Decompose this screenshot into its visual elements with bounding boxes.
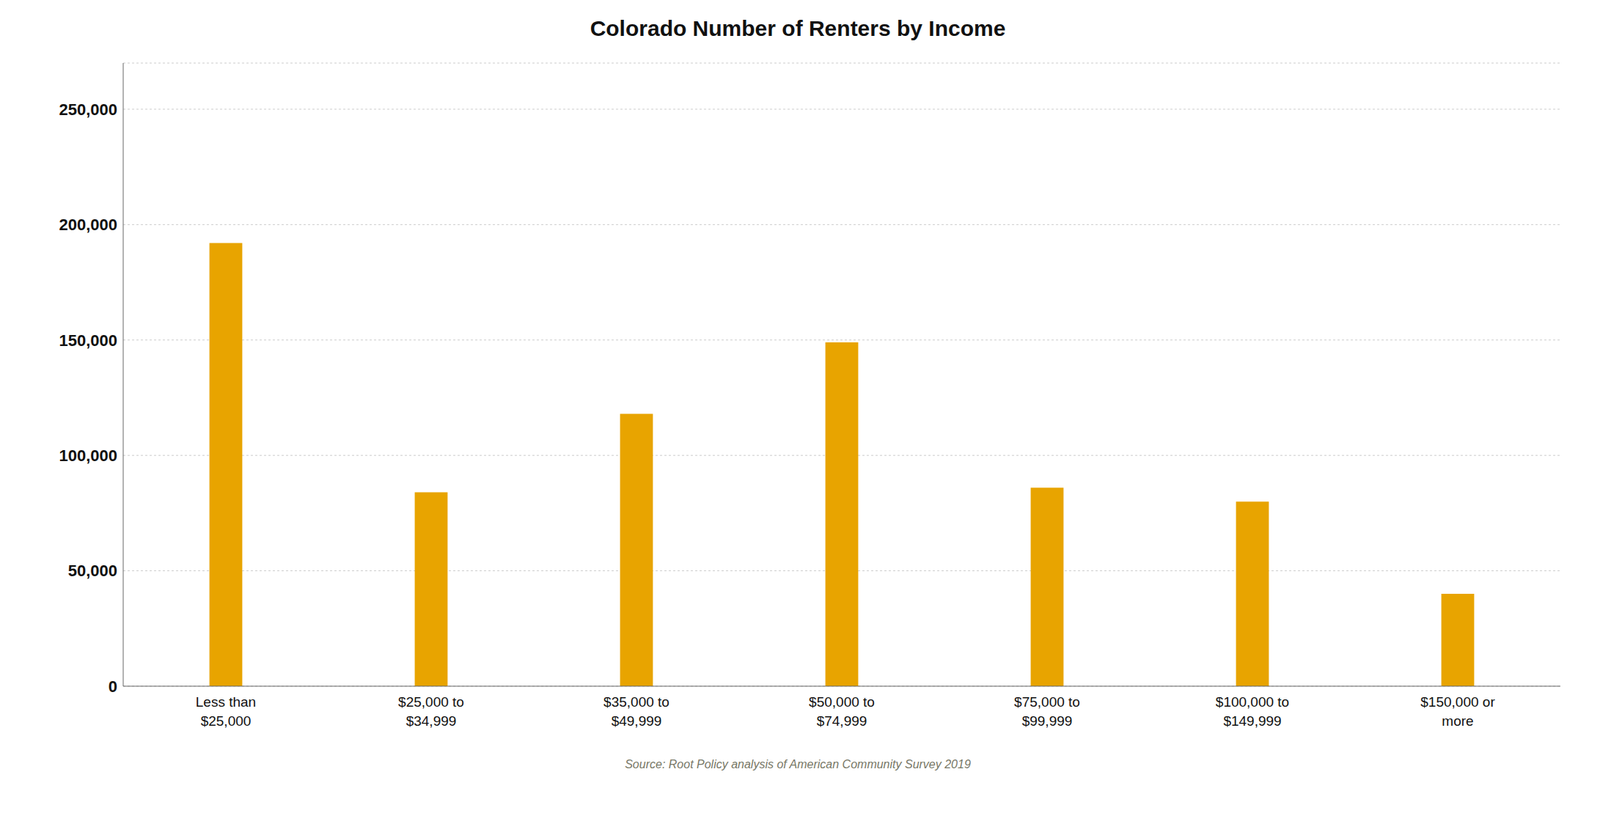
svg-text:100,000: 100,000 (58, 446, 118, 465)
svg-text:Less than$25,000: Less than$25,000 (195, 694, 256, 729)
svg-text:200,000: 200,000 (58, 215, 118, 234)
html-text:Source: Root Policy analysis o: Source: Root Policy analysis of American… (624, 758, 971, 771)
svg-text:$35,000 to$49,999: $35,000 to$49,999 (603, 694, 670, 729)
svg-text:$150,000 ormore: $150,000 ormore (1420, 694, 1496, 729)
svg-text:$75,000 to$99,999: $75,000 to$99,999 (1014, 694, 1081, 729)
svg-text:$25,000 to$34,999: $25,000 to$34,999 (398, 694, 465, 729)
svg-text:$50,000 to$74,999: $50,000 to$74,999 (808, 694, 875, 729)
svg-text:50,000: 50,000 (68, 561, 118, 581)
svg-text:250,000: 250,000 (58, 100, 118, 119)
svg-text:$100,000 to$149,999: $100,000 to$149,999 (1215, 694, 1290, 729)
svg-text:150,000: 150,000 (58, 331, 118, 350)
html-text:Colorado Number of Renters by: Colorado Number of Renters by Income (589, 16, 1006, 41)
svg-text:0: 0 (108, 677, 118, 696)
